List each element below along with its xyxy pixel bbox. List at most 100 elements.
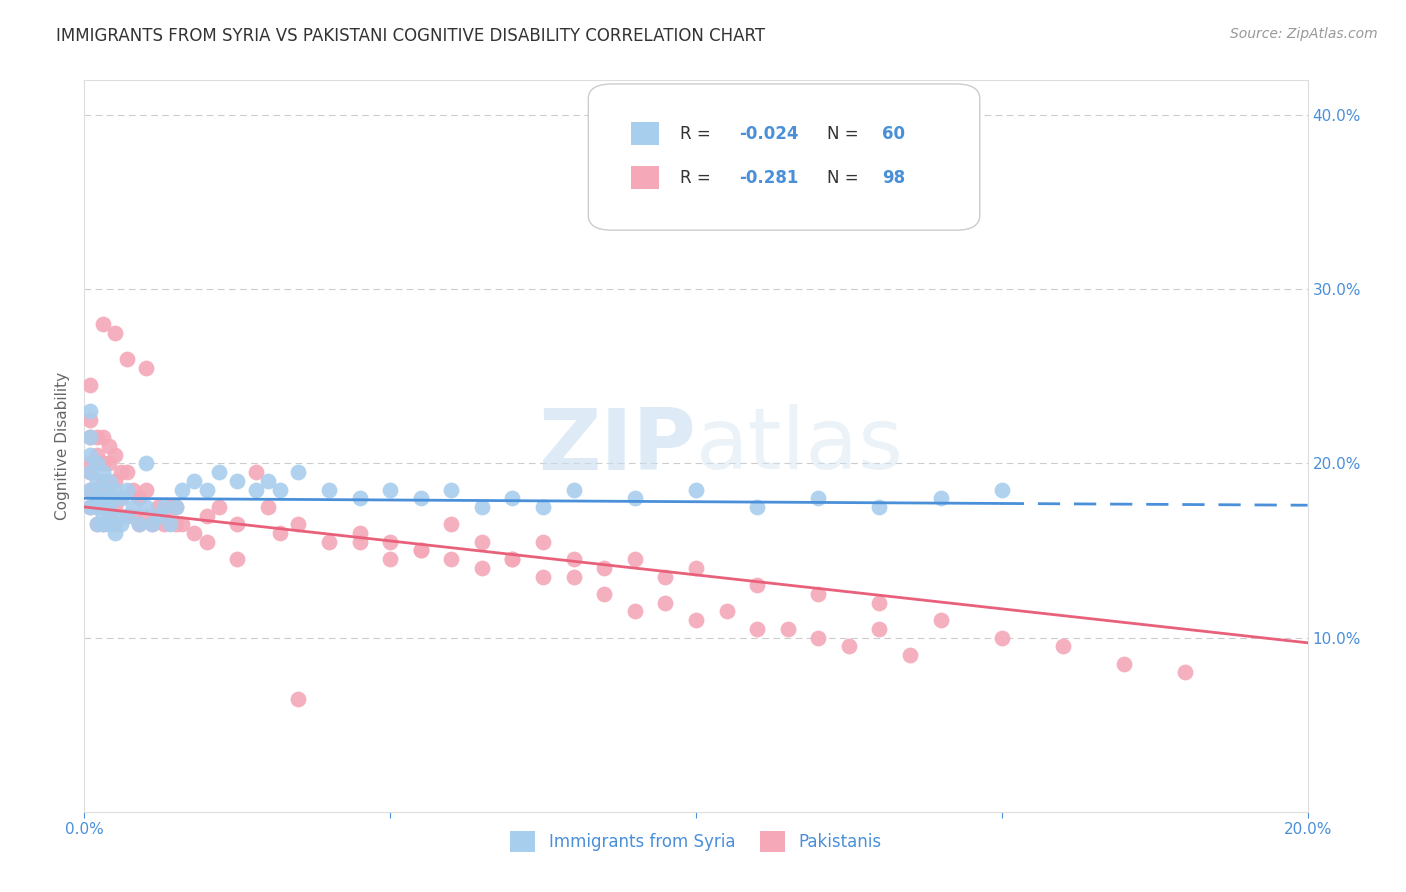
Point: [624, 491, 647, 506]
Point: [110, 465, 132, 479]
Point: [79, 430, 101, 444]
Text: -0.281: -0.281: [738, 169, 799, 186]
Point: [97, 508, 120, 523]
Text: 98: 98: [882, 169, 905, 186]
Text: IMMIGRANTS FROM SYRIA VS PAKISTANI COGNITIVE DISABILITY CORRELATION CHART: IMMIGRANTS FROM SYRIA VS PAKISTANI COGNI…: [56, 27, 765, 45]
Point: [807, 491, 830, 506]
Point: [97, 483, 120, 497]
Point: [531, 500, 554, 514]
Point: [654, 569, 676, 583]
Point: [471, 500, 494, 514]
Point: [869, 500, 891, 514]
Point: [79, 500, 101, 514]
Point: [79, 483, 101, 497]
Point: [409, 543, 432, 558]
Point: [86, 491, 108, 506]
Point: [110, 517, 132, 532]
Point: [79, 413, 101, 427]
Point: [776, 622, 799, 636]
Text: N =: N =: [827, 169, 863, 186]
Point: [380, 483, 402, 497]
Legend: Immigrants from Syria, Pakistanis: Immigrants from Syria, Pakistanis: [503, 824, 889, 858]
FancyBboxPatch shape: [588, 84, 980, 230]
Point: [349, 491, 371, 506]
Point: [79, 500, 101, 514]
Text: ZIP: ZIP: [538, 404, 696, 488]
Point: [104, 526, 127, 541]
Text: N =: N =: [827, 125, 863, 143]
Point: [869, 622, 891, 636]
Point: [440, 552, 463, 566]
Point: [79, 448, 101, 462]
Point: [929, 491, 952, 506]
Point: [349, 534, 371, 549]
Point: [502, 491, 524, 506]
Point: [245, 465, 267, 479]
Point: [172, 517, 194, 532]
Point: [562, 552, 585, 566]
Point: [807, 631, 830, 645]
Point: [172, 483, 194, 497]
Point: [471, 561, 494, 575]
Point: [869, 596, 891, 610]
FancyBboxPatch shape: [631, 122, 658, 145]
Point: [1052, 640, 1074, 654]
Point: [685, 483, 707, 497]
Point: [1174, 665, 1197, 680]
Point: [79, 430, 101, 444]
Point: [128, 517, 150, 532]
Point: [122, 483, 145, 497]
Point: [747, 578, 769, 592]
Point: [318, 534, 340, 549]
Y-axis label: Cognitive Disability: Cognitive Disability: [55, 372, 70, 520]
Text: atlas: atlas: [696, 404, 904, 488]
Point: [502, 552, 524, 566]
Point: [122, 508, 145, 523]
Point: [685, 613, 707, 627]
Point: [165, 517, 187, 532]
Point: [91, 517, 114, 532]
Point: [208, 465, 231, 479]
Point: [153, 500, 176, 514]
Text: 60: 60: [882, 125, 905, 143]
Point: [86, 483, 108, 497]
Point: [624, 604, 647, 618]
Point: [91, 465, 114, 479]
Point: [208, 500, 231, 514]
Point: [91, 508, 114, 523]
Point: [97, 474, 120, 488]
Point: [440, 517, 463, 532]
Point: [141, 517, 163, 532]
Point: [104, 474, 127, 488]
Point: [91, 500, 114, 514]
Point: [593, 587, 616, 601]
Point: [318, 483, 340, 497]
Point: [349, 526, 371, 541]
Point: [716, 604, 738, 618]
Point: [287, 517, 309, 532]
Point: [110, 491, 132, 506]
Point: [79, 378, 101, 392]
Text: Source: ZipAtlas.com: Source: ZipAtlas.com: [1230, 27, 1378, 41]
Point: [79, 465, 101, 479]
Point: [115, 508, 138, 523]
FancyBboxPatch shape: [631, 166, 658, 189]
Point: [562, 569, 585, 583]
Point: [97, 491, 120, 506]
Point: [929, 613, 952, 627]
Point: [104, 326, 127, 340]
Point: [135, 360, 157, 375]
Point: [104, 517, 127, 532]
Point: [165, 500, 187, 514]
Point: [146, 500, 169, 514]
Point: [91, 474, 114, 488]
Point: [195, 534, 218, 549]
Point: [502, 552, 524, 566]
Point: [153, 517, 176, 532]
Point: [86, 448, 108, 462]
Point: [183, 526, 205, 541]
Point: [135, 457, 157, 471]
Point: [226, 552, 249, 566]
Point: [104, 483, 127, 497]
Point: [86, 457, 108, 471]
